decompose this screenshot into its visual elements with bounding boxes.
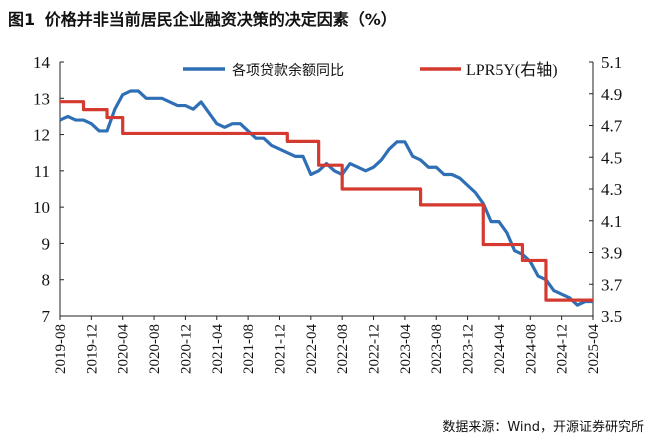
x-tick-label: 2023-04 (398, 324, 414, 374)
source-note: 数据来源：Wind，开源证券研究所 (442, 420, 644, 435)
right-tick-label: 3.7 (601, 275, 623, 294)
x-tick-label: 2020-04 (116, 324, 132, 374)
x-tick-label: 2021-08 (241, 324, 257, 374)
loan-growth-line (59, 89, 593, 307)
left-tick-label: 10 (33, 198, 50, 217)
x-tick-label: 2024-04 (492, 324, 508, 374)
left-tick-label: 9 (42, 234, 51, 253)
x-tick-label: 2024-12 (555, 324, 571, 374)
chart-title: 图1 价格并非当前居民企业融资决策的决定因素（%） (8, 6, 401, 30)
x-tick-label: 2020-12 (178, 324, 194, 374)
figure-label: 图1 (8, 10, 36, 29)
right-tick-label: 4.5 (601, 148, 622, 167)
x-tick-label: 2025-04 (586, 324, 602, 374)
left-tick-label: 8 (42, 271, 51, 290)
left-tick-label: 14 (33, 53, 51, 72)
legend-label: 各项贷款余额同比 (232, 62, 344, 79)
left-tick-label: 7 (42, 307, 51, 326)
title-text: 价格并非当前居民企业融资决策的决定因素（%） (44, 10, 397, 29)
left-tick-label: 13 (33, 89, 50, 108)
legend-label: LPR5Y(右轴) (466, 61, 558, 79)
right-tick-label: 4.3 (601, 180, 622, 199)
right-tick-label: 4.7 (601, 117, 623, 136)
x-tick-label: 2019-08 (53, 324, 69, 374)
x-tick-label: 2021-12 (272, 324, 288, 374)
right-tick-label: 3.9 (601, 244, 622, 263)
lpr5y-line (60, 100, 593, 302)
x-tick-label: 2021-04 (210, 324, 226, 374)
left-tick-label: 11 (34, 162, 50, 181)
x-tick-label: 2022-12 (367, 324, 383, 374)
x-tick-label: 2023-08 (429, 324, 445, 374)
x-tick-label: 2022-08 (335, 324, 351, 374)
chart-lines (59, 89, 593, 307)
right-tick-label: 5.1 (601, 53, 622, 72)
x-tick-label: 2020-08 (147, 324, 163, 374)
chart-axes: 7 8 9 10 11 12 13 14 3.5 3.7 3.9 4.1 4.3 4.5 4.7 4.9 5.1… (33, 53, 623, 374)
chart-legend: 各项贷款余额同比 LPR5Y(右轴) (183, 61, 558, 79)
x-tick-label: 2024-08 (523, 324, 539, 374)
x-tick-label: 2023-12 (461, 324, 477, 374)
left-tick-label: 12 (33, 126, 50, 145)
right-tick-label: 4.1 (601, 212, 622, 231)
right-tick-label: 4.9 (601, 85, 622, 104)
x-tick-label: 2019-12 (84, 324, 100, 374)
right-tick-label: 3.5 (601, 307, 622, 326)
x-tick-label: 2022-04 (304, 324, 320, 374)
